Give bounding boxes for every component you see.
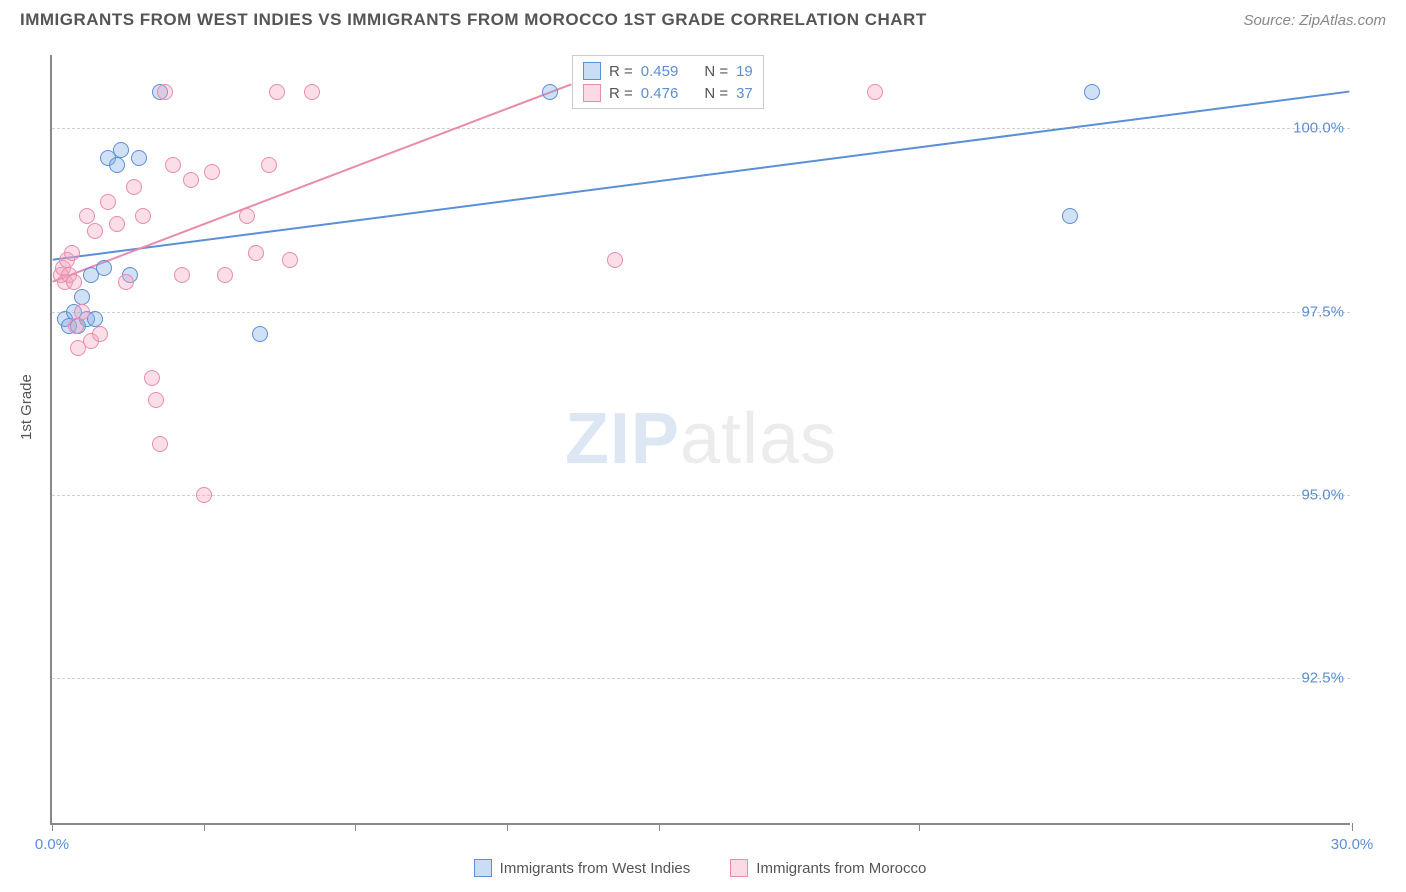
data-point [174,267,190,283]
xtick-label: 0.0% [35,836,69,853]
data-point [183,172,199,188]
gridline [52,678,1350,679]
data-point [239,208,255,224]
data-point [118,274,134,290]
ytick-label: 92.5% [1301,670,1344,687]
data-point [252,326,268,342]
data-point [542,84,558,100]
chart-title: IMMIGRANTS FROM WEST INDIES VS IMMIGRANT… [20,10,927,30]
data-point [165,157,181,173]
legend-item-morocco: Immigrants from Morocco [730,859,926,877]
xtick [919,823,920,831]
data-point [1062,208,1078,224]
ytick-label: 95.0% [1301,487,1344,504]
swatch-west-indies [583,62,601,80]
data-point [74,304,90,320]
data-point [79,208,95,224]
data-point [74,289,90,305]
swatch-morocco [730,859,748,877]
watermark: ZIPatlas [565,398,837,480]
data-point [269,84,285,100]
data-point [1084,84,1100,100]
xtick [355,823,356,831]
correlation-legend: R = 0.459 N = 19 R = 0.476 N = 37 [572,55,764,109]
data-point [109,216,125,232]
data-point [64,245,80,261]
chart-source: Source: ZipAtlas.com [1243,12,1386,29]
xtick [507,823,508,831]
xtick [52,823,53,831]
data-point [96,260,112,276]
data-point [87,223,103,239]
data-point [148,392,164,408]
data-point [66,274,82,290]
data-point [217,267,233,283]
scatter-chart: ZIPatlas R = 0.459 N = 19 R = 0.476 N = … [50,55,1350,825]
series-legend: Immigrants from West Indies Immigrants f… [50,859,1350,877]
data-point [144,370,160,386]
data-point [126,179,142,195]
xtick [659,823,660,831]
xtick [1352,823,1353,831]
swatch-west-indies [474,859,492,877]
data-point [157,84,173,100]
data-point [196,487,212,503]
xtick-label: 30.0% [1331,836,1374,853]
legend-row-west-indies: R = 0.459 N = 19 [583,60,753,82]
xtick [204,823,205,831]
legend-row-morocco: R = 0.476 N = 37 [583,82,753,104]
data-point [131,150,147,166]
data-point [92,326,108,342]
data-point [607,252,623,268]
data-point [113,142,129,158]
y-axis-label: 1st Grade [18,374,35,440]
gridline [52,128,1350,129]
ytick-label: 97.5% [1301,303,1344,320]
data-point [282,252,298,268]
data-point [304,84,320,100]
data-point [867,84,883,100]
swatch-morocco [583,84,601,102]
gridline [52,495,1350,496]
data-point [152,436,168,452]
data-point [248,245,264,261]
data-point [204,164,220,180]
ytick-label: 100.0% [1293,120,1344,137]
data-point [68,318,84,334]
legend-item-west-indies: Immigrants from West Indies [474,859,691,877]
trendlines [52,55,1350,823]
gridline [52,312,1350,313]
data-point [100,194,116,210]
chart-header: IMMIGRANTS FROM WEST INDIES VS IMMIGRANT… [0,0,1406,40]
data-point [109,157,125,173]
data-point [135,208,151,224]
data-point [261,157,277,173]
